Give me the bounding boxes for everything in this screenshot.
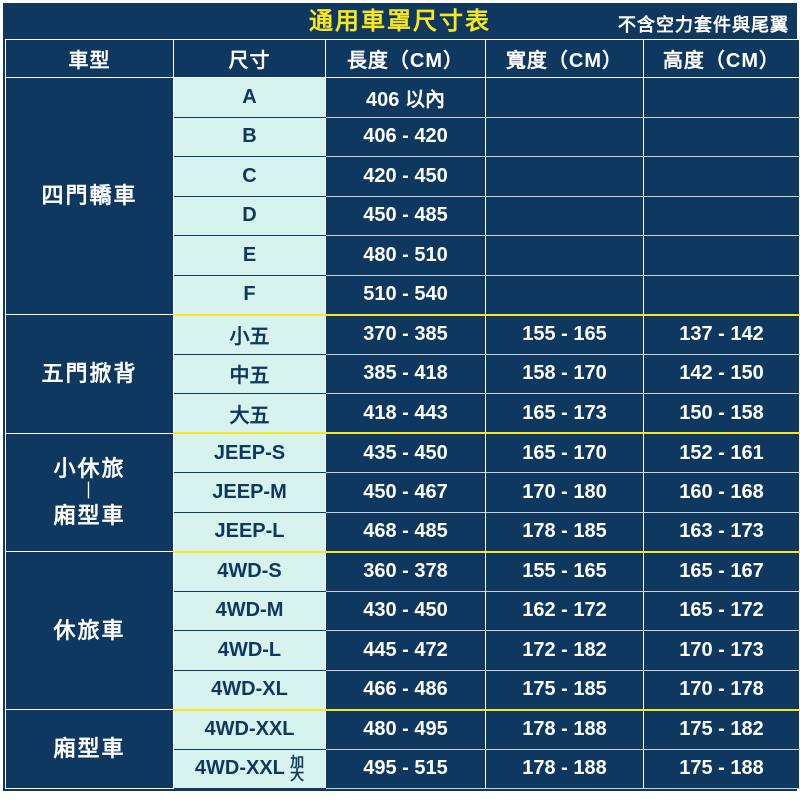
height-cell: 163 - 173 — [644, 512, 800, 552]
width-cell — [486, 275, 644, 315]
width-cell: 178 - 188 — [486, 710, 644, 750]
height-cell: 175 - 188 — [644, 749, 800, 789]
length-cell: 450 - 467 — [326, 473, 486, 513]
width-cell: 175 - 185 — [486, 670, 644, 710]
length-cell: 495 - 515 — [326, 749, 486, 789]
size-cell: 中五 — [174, 354, 326, 394]
length-cell: 510 - 540 — [326, 275, 486, 315]
width-cell — [486, 157, 644, 197]
table-row: 小休旅｜廂型車JEEP-S435 - 450165 - 170152 - 161 — [6, 433, 800, 473]
size-cell: JEEP-M — [174, 473, 326, 513]
length-cell: 450 - 485 — [326, 196, 486, 236]
length-cell: 418 - 443 — [326, 394, 486, 434]
size-cell: E — [174, 236, 326, 276]
height-cell: 165 - 172 — [644, 591, 800, 631]
width-cell — [486, 236, 644, 276]
size-table-container: 通用車罩尺寸表 不含空力套件與尾翼 車型 尺寸 長度（CM） 寬度（CM） 高度… — [3, 3, 797, 791]
length-cell: 445 - 472 — [326, 631, 486, 671]
height-cell — [644, 157, 800, 197]
size-table: 車型 尺寸 長度（CM） 寬度（CM） 高度（CM） 四門轎車A406 以內B4… — [5, 39, 800, 789]
height-cell: 170 - 173 — [644, 631, 800, 671]
width-cell — [486, 196, 644, 236]
length-cell: 385 - 418 — [326, 354, 486, 394]
width-cell: 170 - 180 — [486, 473, 644, 513]
category-cell: 廂型車 — [6, 710, 174, 789]
height-cell: 170 - 178 — [644, 670, 800, 710]
length-cell: 480 - 495 — [326, 710, 486, 750]
length-cell: 468 - 485 — [326, 512, 486, 552]
category-cell: 五門掀背 — [6, 315, 174, 434]
size-cell: 4WD-M — [174, 591, 326, 631]
size-cell: A — [174, 78, 326, 118]
width-cell: 178 - 185 — [486, 512, 644, 552]
size-cell: 4WD-XXL — [174, 710, 326, 750]
size-cell: JEEP-L — [174, 512, 326, 552]
length-cell: 466 - 486 — [326, 670, 486, 710]
width-cell — [486, 117, 644, 157]
height-cell: 137 - 142 — [644, 315, 800, 355]
header-category: 車型 — [6, 40, 174, 78]
height-cell: 160 - 168 — [644, 473, 800, 513]
height-cell — [644, 275, 800, 315]
size-cell: 小五 — [174, 315, 326, 355]
length-cell: 435 - 450 — [326, 433, 486, 473]
height-cell: 142 - 150 — [644, 354, 800, 394]
height-cell: 150 - 158 — [644, 394, 800, 434]
width-cell: 165 - 170 — [486, 433, 644, 473]
size-cell: 4WD-XXL 加大 — [174, 749, 326, 789]
length-cell: 430 - 450 — [326, 591, 486, 631]
category-cell: 休旅車 — [6, 552, 174, 710]
width-cell — [486, 78, 644, 118]
size-cell: C — [174, 157, 326, 197]
size-cell: D — [174, 196, 326, 236]
size-cell: F — [174, 275, 326, 315]
size-cell: 4WD-L — [174, 631, 326, 671]
header-width: 寬度（CM） — [486, 40, 644, 78]
category-label: 小休旅 — [53, 456, 125, 481]
header-length: 長度（CM） — [326, 40, 486, 78]
category-cell: 小休旅 ｜ 廂型車 — [6, 433, 174, 552]
width-cell: 178 - 188 — [486, 749, 644, 789]
table-row: 休旅車4WD-S360 - 378155 - 165165 - 167 — [6, 552, 800, 592]
length-cell: 360 - 378 — [326, 552, 486, 592]
width-cell: 165 - 173 — [486, 394, 644, 434]
table-row: 四門轎車A406 以內 — [6, 78, 800, 118]
header-height: 高度（CM） — [644, 40, 800, 78]
category-label-2: 廂型車 — [53, 503, 125, 528]
size-cell: 大五 — [174, 394, 326, 434]
size-cell: JEEP-S — [174, 433, 326, 473]
table-row: 廂型車4WD-XXL480 - 495178 - 188175 - 182 — [6, 710, 800, 750]
width-cell: 162 - 172 — [486, 591, 644, 631]
length-cell: 406 - 420 — [326, 117, 486, 157]
width-cell: 158 - 170 — [486, 354, 644, 394]
size-cell: B — [174, 117, 326, 157]
category-cell: 四門轎車 — [6, 78, 174, 315]
size-cell: 4WD-XL — [174, 670, 326, 710]
header-size: 尺寸 — [174, 40, 326, 78]
table-note: 不含空力套件與尾翼 — [618, 11, 789, 37]
length-cell: 370 - 385 — [326, 315, 486, 355]
length-cell: 420 - 450 — [326, 157, 486, 197]
title-row: 通用車罩尺寸表 不含空力套件與尾翼 — [5, 5, 795, 39]
height-cell: 175 - 182 — [644, 710, 800, 750]
length-cell: 480 - 510 — [326, 236, 486, 276]
height-cell: 165 - 167 — [644, 552, 800, 592]
height-cell — [644, 117, 800, 157]
category-separator: ｜ — [6, 483, 173, 501]
size-extra: 加大 — [290, 756, 304, 781]
height-cell — [644, 196, 800, 236]
header-row: 車型 尺寸 長度（CM） 寬度（CM） 高度（CM） — [6, 40, 800, 78]
height-cell — [644, 78, 800, 118]
width-cell: 155 - 165 — [486, 552, 644, 592]
height-cell: 152 - 161 — [644, 433, 800, 473]
width-cell: 155 - 165 — [486, 315, 644, 355]
width-cell: 172 - 182 — [486, 631, 644, 671]
size-cell: 4WD-S — [174, 552, 326, 592]
table-row: 五門掀背小五370 - 385155 - 165137 - 142 — [6, 315, 800, 355]
length-cell: 406 以內 — [326, 78, 486, 118]
height-cell — [644, 236, 800, 276]
